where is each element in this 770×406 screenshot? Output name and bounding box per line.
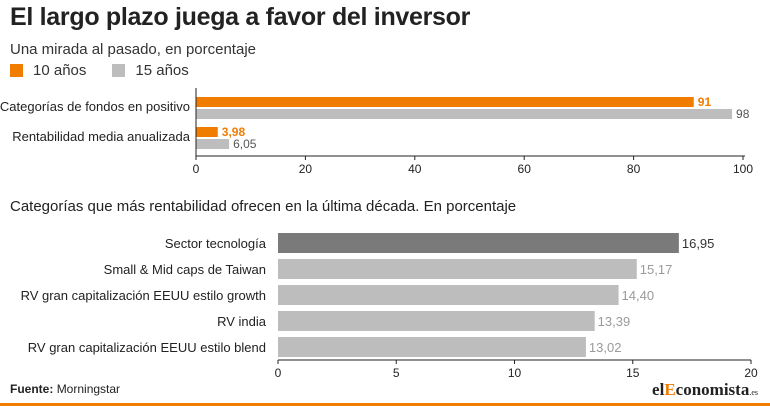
category-label: RV india	[217, 314, 267, 329]
bar	[278, 337, 586, 357]
chart-1-plot: Categorías de fondos en positivo 91 98 Rent…	[0, 88, 753, 176]
legend-swatch-10-years	[10, 63, 23, 77]
bar	[196, 139, 230, 149]
bar	[278, 311, 595, 331]
legend-label-15-years: 15 años	[135, 61, 189, 79]
category-label: Rentabilidad media anualizada	[12, 129, 191, 144]
bar	[278, 285, 619, 305]
data-label: 15,17	[640, 262, 673, 277]
source-value: Morningstar	[56, 382, 121, 396]
tick-label: 5	[393, 366, 400, 378]
data-label: 6,05	[233, 137, 257, 151]
chart-1-legend: 10 años 15 años	[10, 61, 215, 79]
legend-swatch-15-years	[112, 63, 126, 77]
category-label: Sector tecnología	[165, 236, 267, 251]
chart-1-subtitle: Una mirada al pasado, en porcentaje	[10, 41, 256, 58]
category-label: RV gran capitalización EEUU estilo blend	[28, 340, 266, 355]
source-note: Fuente: Morningstar	[10, 382, 120, 396]
tick-label: 20	[744, 366, 758, 378]
legend-label-10-years: 10 años	[33, 61, 87, 79]
category-label: Categorías de fondos en positivo	[0, 99, 190, 114]
data-label: 3,98	[222, 125, 246, 139]
data-label: 98	[736, 107, 750, 121]
tick-label: 40	[408, 162, 422, 176]
tick-label: 60	[518, 162, 532, 176]
data-label: 16,95	[682, 236, 715, 251]
bar	[196, 109, 733, 119]
bar	[278, 259, 637, 279]
data-label: 14,40	[622, 288, 655, 303]
legend-item-10-years: 10 años	[10, 62, 86, 79]
category-label: RV gran capitalización EEUU estilo growt…	[21, 288, 266, 303]
chart-2-plot: Sector tecnología 16,95 Small & Mid caps d…	[21, 233, 758, 378]
brand-logo: elEconomista.es	[652, 380, 758, 399]
tick-label: 80	[627, 162, 641, 176]
tick-label: 100	[733, 162, 753, 176]
bottom-accent-bar	[0, 403, 770, 406]
source-label: Fuente:	[10, 382, 54, 396]
bar	[196, 127, 218, 137]
data-label: 13,02	[589, 340, 622, 355]
data-label: 13,39	[598, 314, 631, 329]
chart-2-title: Categorías que más rentabilidad ofrecen …	[10, 198, 517, 215]
category-label: Small & Mid caps de Taiwan	[104, 262, 266, 277]
tick-label: 0	[193, 162, 200, 176]
tick-label: 10	[508, 366, 522, 378]
bar	[196, 97, 694, 107]
page-title: El largo plazo juega a favor del inverso…	[10, 3, 471, 31]
tick-label: 15	[626, 366, 640, 378]
legend-item-15-years: 15 años	[112, 61, 189, 79]
data-label: 91	[698, 95, 712, 109]
bar	[278, 233, 679, 253]
tick-label: 20	[299, 162, 313, 176]
tick-label: 0	[275, 366, 282, 378]
